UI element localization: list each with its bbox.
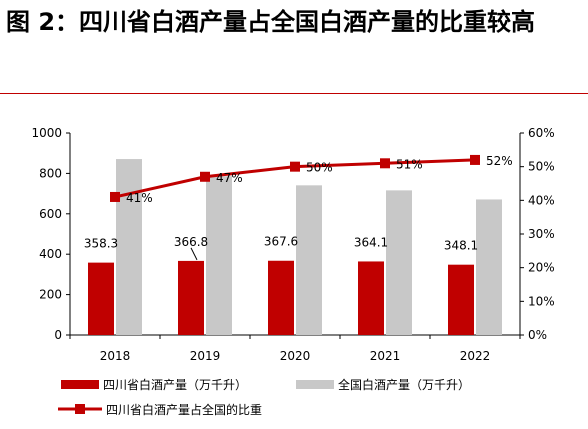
x-tick-label: 2018	[100, 349, 131, 363]
x-tick-label: 2020	[280, 349, 311, 363]
share-data-label: 50%	[306, 161, 333, 175]
x-tick-label: 2022	[460, 349, 491, 363]
share-marker	[110, 191, 120, 202]
share-marker	[200, 171, 210, 182]
share-marker	[290, 161, 300, 172]
bar-data-label: 348.1	[444, 239, 478, 253]
legend-swatch-sichuan	[61, 380, 99, 389]
y-right-tick-label: 60%	[528, 126, 555, 140]
y-left-tick-label: 800	[39, 166, 62, 180]
y-right-tick-label: 20%	[528, 261, 555, 275]
y-right-tick-label: 10%	[528, 294, 555, 308]
bar-sichuan-production	[358, 261, 384, 335]
bar-sichuan-production	[268, 260, 294, 335]
share-data-label: 41%	[126, 191, 153, 205]
x-tick-label: 2021	[370, 349, 401, 363]
y-left-tick-label: 1000	[31, 126, 62, 140]
bar-data-label: 358.3	[84, 237, 118, 251]
y-left-tick-label: 400	[39, 247, 62, 261]
bar-national-production	[116, 159, 142, 335]
legend-swatch-share-marker	[75, 404, 85, 414]
legend-label-share: 四川省白酒产量占全国的比重	[106, 402, 262, 417]
y-right-tick-label: 50%	[528, 160, 555, 174]
bar-national-production	[206, 176, 232, 335]
y-right-tick-label: 0%	[528, 328, 547, 342]
share-data-label: 47%	[216, 171, 243, 185]
share-data-label: 52%	[486, 154, 513, 168]
y-right-tick-label: 40%	[528, 193, 555, 207]
y-left-tick-label: 0	[54, 328, 62, 342]
data-label-leader	[190, 247, 198, 261]
bar-data-label: 364.1	[354, 235, 388, 249]
y-left-tick-label: 200	[39, 288, 62, 302]
bar-national-production	[296, 185, 322, 335]
bar-sichuan-production	[448, 264, 474, 335]
bar-national-production	[476, 199, 502, 335]
x-tick-label: 2019	[190, 349, 221, 363]
bar-sichuan-production	[178, 260, 204, 335]
bar-sichuan-production	[88, 262, 114, 335]
legend-label-sichuan: 四川省白酒产量（万千升）	[103, 377, 247, 392]
y-right-tick-label: 30%	[528, 227, 555, 241]
share-marker	[380, 158, 390, 169]
share-data-label: 51%	[396, 157, 423, 171]
bar-data-label: 367.6	[264, 235, 298, 249]
figure-title: 图 2：四川省白酒产量占全国白酒产量的比重较高	[6, 8, 536, 36]
share-marker	[470, 154, 480, 165]
bar-data-label: 366.8	[174, 235, 208, 249]
legend-label-national: 全国白酒产量（万千升）	[338, 377, 470, 392]
title-rule	[0, 93, 588, 94]
legend-swatch-national	[296, 380, 334, 389]
y-left-tick-label: 600	[39, 207, 62, 221]
bar-national-production	[386, 190, 412, 335]
